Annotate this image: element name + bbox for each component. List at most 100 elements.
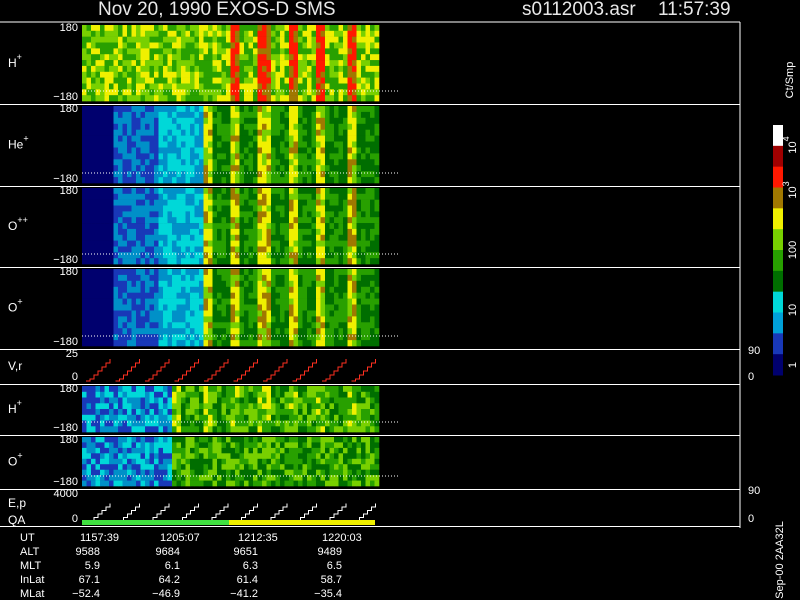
spectrogram-cell <box>176 464 182 470</box>
spectrogram-cell <box>284 269 290 276</box>
spectrogram-cell <box>104 48 110 55</box>
spectrogram-cell <box>149 453 155 460</box>
spectrogram-cell <box>275 199 281 206</box>
spectrogram-cell <box>118 426 123 433</box>
spectrogram-cell <box>118 60 123 67</box>
spectrogram-cell <box>329 217 335 224</box>
spectrogram-cell <box>127 77 132 84</box>
spectrogram-cell <box>253 205 258 212</box>
spectrogram-cell <box>289 223 294 230</box>
spectrogram-cell <box>172 83 177 90</box>
spectrogram-cell <box>298 188 303 195</box>
spectrogram-cell <box>325 211 330 218</box>
spectrogram-cell <box>95 77 101 84</box>
spectrogram-cell <box>239 135 245 142</box>
spectrogram-cell <box>185 480 191 487</box>
spectrogram-cell <box>253 234 258 241</box>
spectrogram-cell <box>370 95 375 102</box>
spectrogram-cell <box>82 464 87 470</box>
spectrogram-cell <box>302 447 308 454</box>
spectrogram-cell <box>262 334 267 341</box>
spectrogram-cell <box>199 310 204 317</box>
spectrogram-cell <box>194 328 200 335</box>
spectrogram-cell <box>338 171 344 178</box>
spectrogram-cell <box>365 475 371 481</box>
spectrogram-cell <box>118 205 123 212</box>
spectrogram-cell <box>104 60 110 67</box>
spectrogram-cell <box>167 437 173 443</box>
spectrogram-cell <box>316 223 321 230</box>
spectrogram-cell <box>118 298 123 305</box>
spectrogram-cell <box>361 397 366 404</box>
spectrogram-cell <box>172 205 177 212</box>
spectrogram-cell <box>343 340 348 347</box>
spectrogram-cell <box>356 48 362 55</box>
spectrogram-cell <box>226 25 231 32</box>
spectrogram-cell <box>149 286 155 294</box>
spectrogram-cell <box>208 316 213 323</box>
spectrogram-cell <box>347 36 353 43</box>
spectrogram-cell <box>338 240 344 247</box>
spectrogram-cell <box>109 322 114 329</box>
spectrogram-cell <box>100 106 105 113</box>
spectrogram-cell <box>253 123 258 131</box>
spectrogram-cell <box>343 117 348 125</box>
spectrogram-cell <box>230 246 236 253</box>
spectrogram-cell <box>307 153 312 160</box>
spectrogram-cell <box>136 420 141 427</box>
spectrogram-cell <box>374 464 380 470</box>
spectrogram-cell <box>167 42 173 49</box>
spectrogram-cell <box>91 165 96 172</box>
spectrogram-cell <box>316 464 321 470</box>
spectrogram-cell <box>163 409 168 416</box>
spectrogram-cell <box>343 310 348 317</box>
spectrogram-cell <box>118 442 123 449</box>
spectrogram-cell <box>257 258 263 265</box>
spectrogram-cell <box>176 420 182 427</box>
spectrogram-cell <box>149 48 155 55</box>
staircase <box>86 503 376 524</box>
spectrogram-cell <box>203 228 209 236</box>
spectrogram-cell <box>374 25 380 32</box>
spectrogram-cell <box>95 442 101 449</box>
spectrogram-cell <box>320 234 326 241</box>
spectrogram-cell <box>163 340 168 347</box>
spectrogram-cell <box>248 322 254 329</box>
spectrogram-cell <box>230 269 236 276</box>
spectrogram-cell <box>316 280 321 288</box>
spectrogram-cell <box>100 442 105 449</box>
spectrogram-cell <box>217 316 222 323</box>
spectrogram-cell <box>235 310 240 317</box>
spectrogram-cell <box>293 193 299 200</box>
spectrogram-cell <box>212 322 218 329</box>
spectrogram-cell <box>235 334 240 341</box>
spectrogram-cell <box>104 153 110 160</box>
spectrogram-cell <box>163 106 168 113</box>
spectrogram-cell <box>334 171 339 178</box>
spectrogram-cell <box>307 442 312 449</box>
spectrogram-cell <box>163 322 168 329</box>
spectrogram-cell <box>298 280 303 288</box>
spectrogram-cell <box>145 106 150 113</box>
spectrogram-cell <box>347 60 353 67</box>
spectrogram-cell <box>352 42 357 49</box>
spectrogram-cell <box>82 292 87 299</box>
spectrogram-cell <box>262 409 267 416</box>
spectrogram-cell <box>253 409 258 416</box>
spectrogram-cell <box>361 217 366 224</box>
spectrogram-cell <box>154 469 159 476</box>
spectrogram-cell <box>217 199 222 206</box>
spectrogram-cell <box>226 322 231 329</box>
spectrogram-cell <box>167 171 173 178</box>
spectrogram-cell <box>172 304 177 311</box>
spectrogram-cell <box>113 54 119 61</box>
spectrogram-cell <box>235 188 240 195</box>
spectrogram-cell <box>154 111 159 119</box>
spectrogram-cell <box>239 386 245 393</box>
spectrogram-cell <box>208 240 213 247</box>
spectrogram-cell <box>352 111 357 119</box>
spectrogram-cell <box>82 340 87 347</box>
spectrogram-cell <box>230 193 236 200</box>
spectrogram-cell <box>113 304 119 311</box>
spectrogram-cell <box>118 71 123 78</box>
